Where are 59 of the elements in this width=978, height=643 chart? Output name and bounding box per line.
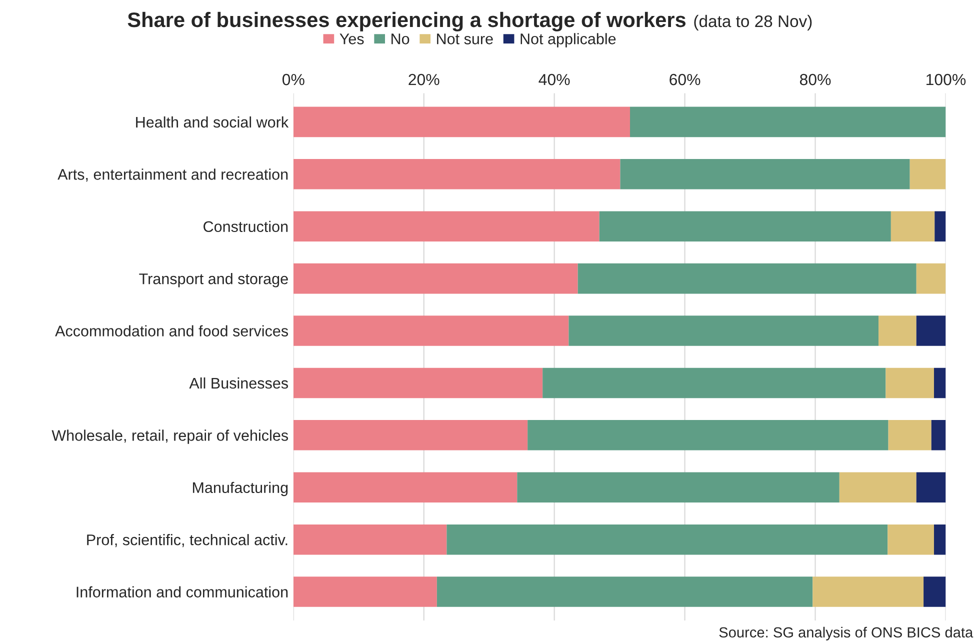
bar [916, 316, 946, 346]
bar [568, 316, 879, 346]
y-tick-label: Health and social work [136, 116, 289, 128]
source-note: Source: SG analysis of ONS BICS data [719, 626, 974, 640]
legend-label: Not sure [437, 34, 493, 44]
bar [293, 576, 437, 607]
chart-subtitle: (data to 28 Nov) [694, 14, 812, 30]
bar [886, 368, 934, 398]
x-tick-label: 20% [408, 74, 440, 86]
bar [934, 211, 946, 242]
chart-title: Share of businesses experiencing a shortage of workers [128, 12, 686, 32]
bar [839, 472, 916, 503]
bar [888, 420, 932, 450]
x-tick-label: 100% [926, 74, 966, 86]
bar [293, 316, 569, 346]
bar [293, 524, 447, 555]
bar [542, 368, 886, 398]
y-tick-label: Arts, entertainment and recreation [58, 168, 288, 182]
x-tick-label: 0% [282, 74, 304, 86]
y-tick-label: Manufacturing [192, 482, 288, 496]
bar [916, 472, 946, 503]
bar [293, 263, 578, 294]
y-tick-label: All Businesses [189, 377, 288, 389]
bar [890, 211, 935, 242]
bar [599, 211, 891, 242]
bar [888, 524, 934, 555]
bar [517, 472, 840, 503]
bar [293, 159, 620, 190]
legend-label: Yes [340, 34, 364, 44]
x-tick-label: 40% [538, 74, 570, 86]
bar [878, 316, 916, 346]
bar [931, 420, 946, 450]
bar [620, 159, 910, 190]
bar [910, 159, 946, 190]
y-tick-label: Construction [204, 220, 288, 232]
bar [446, 524, 888, 555]
bar [630, 106, 946, 138]
bar [934, 524, 946, 555]
y-tick-label: Prof, scientific, technical activ. [87, 534, 288, 548]
bar [293, 211, 600, 242]
x-tick-label: 80% [800, 74, 831, 86]
y-tick-label: Transport and storage [139, 273, 288, 288]
y-tick-label: Accommodation and food services [55, 325, 288, 336]
bar [293, 368, 543, 398]
y-tick-label: Information and communication [76, 586, 288, 598]
legend-label: Not applicable [520, 33, 616, 48]
bar [924, 576, 946, 607]
bar [934, 368, 946, 398]
bar [916, 263, 946, 294]
bar [293, 420, 528, 450]
bar [293, 472, 518, 503]
bar [578, 263, 916, 294]
bar [436, 576, 813, 607]
x-tick-label: 60% [670, 74, 700, 86]
bar [528, 420, 888, 450]
y-tick-label: Wholesale, retail, repair of vehicles [52, 430, 288, 444]
bar [293, 106, 630, 138]
bar [812, 576, 924, 607]
legend-label: No [392, 34, 410, 44]
